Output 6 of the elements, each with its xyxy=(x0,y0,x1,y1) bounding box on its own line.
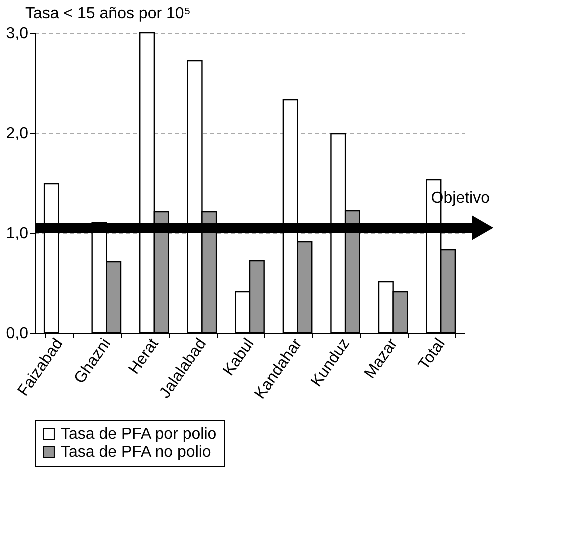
legend-label: Tasa de PFA no polio xyxy=(61,444,212,461)
y-axis-title: Tasa < 15 años por 10⁵ xyxy=(26,6,191,22)
y-tick-label: 1,0 xyxy=(6,226,29,242)
y-tick-label: 3,0 xyxy=(6,26,29,42)
y-tick-label: 2,0 xyxy=(6,126,29,142)
legend-label: Tasa de PFA por polio xyxy=(61,426,217,443)
